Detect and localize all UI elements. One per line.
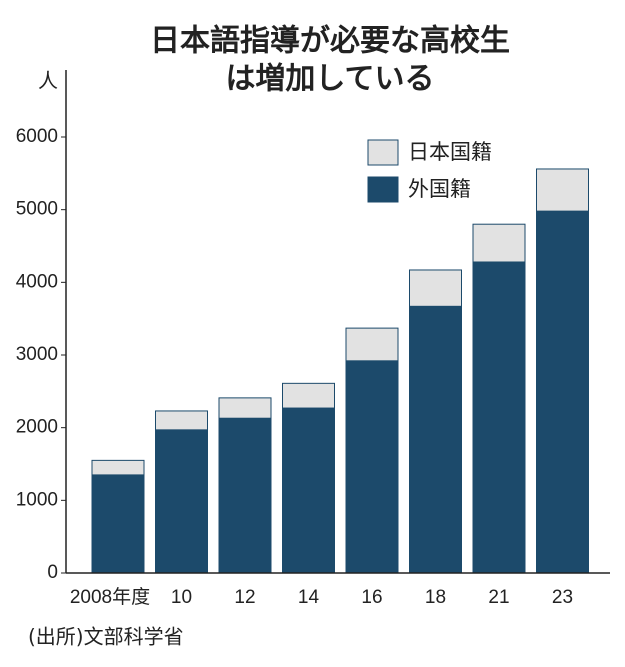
x-tick-label: 2008年度 (70, 586, 150, 608)
x-tick-label: 14 (298, 587, 320, 608)
y-tick-label: 5000 (16, 199, 58, 220)
y-tick-label: 3000 (16, 344, 58, 365)
y-tick-label: 4000 (16, 271, 58, 292)
source: (出所)文部科学省 (28, 625, 184, 649)
bar-segment (536, 210, 589, 574)
bar-segment (155, 410, 208, 431)
bar-segment (409, 305, 462, 574)
legend-label: 外国籍 (408, 177, 471, 201)
y-tick-label: 0 (47, 562, 58, 583)
x-tick-label: 23 (552, 587, 573, 608)
y-tick-label: 2000 (16, 417, 58, 438)
legend-swatch (367, 176, 399, 203)
bar-segment (218, 397, 272, 419)
chart-title: は増加している (225, 62, 434, 97)
bar-segment (218, 417, 272, 574)
x-tick-label: 16 (361, 587, 382, 608)
y-tick-label: 1000 (16, 489, 58, 510)
bar-segment (282, 382, 335, 409)
y-tick-label: 6000 (16, 126, 58, 147)
bar-segment (536, 168, 589, 212)
legend-label: 日本国籍 (408, 140, 492, 164)
bar-segment (472, 261, 526, 574)
x-tick-label: 10 (171, 587, 192, 608)
bar-segment (91, 474, 145, 574)
x-tick-label: 18 (425, 587, 446, 608)
bar-segment (91, 459, 145, 476)
legend-swatch (367, 139, 399, 166)
x-tick-label: 12 (234, 587, 255, 608)
bar-segment (155, 429, 208, 574)
bar-segment (345, 327, 399, 362)
bar-segment (409, 269, 462, 307)
bar-segment (472, 223, 526, 263)
bar-segment (282, 407, 335, 574)
bar-segment (345, 360, 399, 574)
x-tick-label: 21 (488, 587, 509, 608)
y-axis-label: 人 (38, 69, 58, 93)
chart-title: 日本語指導が必要な高校生 (150, 24, 510, 59)
